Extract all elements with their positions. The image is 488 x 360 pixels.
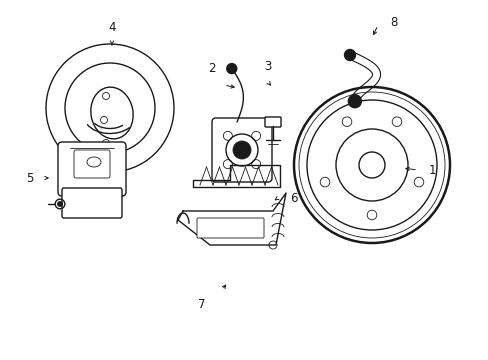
Circle shape (229, 66, 234, 71)
Circle shape (58, 202, 62, 207)
Text: 6: 6 (290, 192, 297, 204)
Text: 5: 5 (26, 171, 34, 184)
FancyBboxPatch shape (62, 188, 122, 218)
Circle shape (347, 95, 361, 108)
Text: 8: 8 (389, 17, 397, 30)
Text: 2: 2 (208, 63, 215, 76)
Text: 1: 1 (427, 163, 435, 176)
FancyBboxPatch shape (74, 150, 110, 178)
Text: 4: 4 (108, 21, 116, 33)
Circle shape (344, 49, 355, 60)
FancyBboxPatch shape (264, 117, 281, 127)
FancyBboxPatch shape (58, 142, 126, 196)
Text: 3: 3 (264, 59, 271, 72)
FancyBboxPatch shape (197, 218, 264, 238)
Circle shape (232, 141, 250, 159)
Circle shape (226, 64, 236, 73)
Polygon shape (178, 193, 285, 245)
FancyBboxPatch shape (212, 118, 271, 182)
Text: 7: 7 (198, 297, 205, 310)
